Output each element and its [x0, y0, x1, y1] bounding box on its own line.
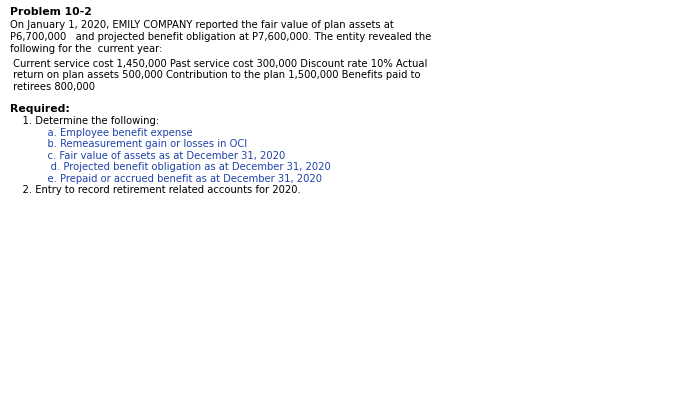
Text: On January 1, 2020, EMILY COMPANY reported the fair value of plan assets at: On January 1, 2020, EMILY COMPANY report…: [10, 20, 394, 30]
Text: 1. Determine the following:: 1. Determine the following:: [10, 116, 159, 126]
Text: return on plan assets 500,000 Contribution to the plan 1,500,000 Benefits paid t: return on plan assets 500,000 Contributi…: [10, 71, 421, 81]
Text: retirees 800,000: retirees 800,000: [10, 82, 95, 92]
Text: 2. Entry to record retirement related accounts for 2020.: 2. Entry to record retirement related ac…: [10, 185, 301, 195]
Text: e. Prepaid or accrued benefit as at December 31, 2020: e. Prepaid or accrued benefit as at Dece…: [10, 174, 322, 184]
Text: Current service cost 1,450,000 Past service cost 300,000 Discount rate 10% Actua: Current service cost 1,450,000 Past serv…: [10, 59, 427, 69]
Text: d. Projected benefit obligation as at December 31, 2020: d. Projected benefit obligation as at De…: [10, 162, 331, 172]
Text: Required:: Required:: [10, 103, 70, 113]
Text: following for the  current year:: following for the current year:: [10, 43, 162, 53]
Text: b. Remeasurement gain or losses in OCI: b. Remeasurement gain or losses in OCI: [10, 139, 247, 149]
Text: c. Fair value of assets as at December 31, 2020: c. Fair value of assets as at December 3…: [10, 150, 285, 160]
Text: Problem 10-2: Problem 10-2: [10, 7, 92, 17]
Text: a. Employee benefit expense: a. Employee benefit expense: [10, 128, 193, 138]
Text: P6,700,000   and projected benefit obligation at P7,600,000. The entity revealed: P6,700,000 and projected benefit obligat…: [10, 32, 431, 42]
